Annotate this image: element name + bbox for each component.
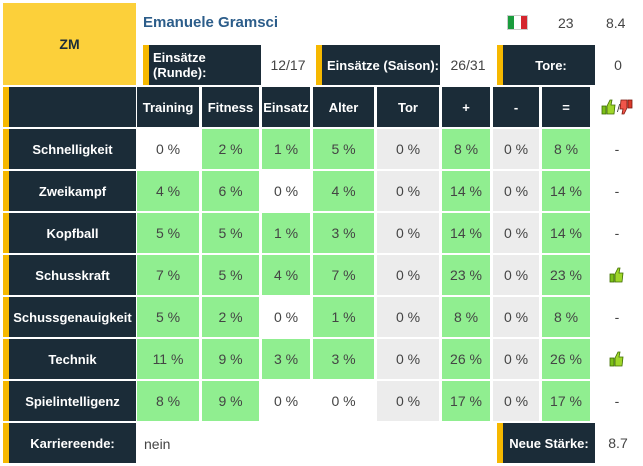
attribute-label: Zweikampf — [3, 171, 136, 211]
table-cell: 23 % — [542, 255, 590, 295]
table-cell: 8 % — [442, 129, 490, 169]
recommendation-dash: - — [614, 183, 620, 199]
table-cell: 8 % — [442, 297, 490, 337]
table-cell: 23 % — [442, 255, 490, 295]
column-header: + — [442, 87, 490, 127]
table-cell: 0 % — [377, 171, 439, 211]
table-header-corner — [3, 87, 136, 127]
table-cell: 17 % — [542, 381, 590, 421]
table-cell: 0 % — [377, 255, 439, 295]
table-cell: 0 % — [313, 381, 374, 421]
table-cell: 0 % — [493, 171, 539, 211]
table-cell: 14 % — [442, 213, 490, 253]
player-rating: 8.4 — [606, 15, 626, 31]
table-cell: 4 % — [313, 171, 374, 211]
attribute-label: Technik — [3, 339, 136, 379]
table-cell: 1 % — [262, 213, 310, 253]
table-cell: 5 % — [202, 255, 259, 295]
table-cell: 11 % — [137, 339, 199, 379]
column-header: Training — [137, 87, 199, 127]
position-badge: ZM — [3, 3, 136, 85]
table-cell: 0 % — [377, 213, 439, 253]
attribute-label: Schnelligkeit — [3, 129, 136, 169]
attribute-label: Kopfball — [3, 213, 136, 253]
attribute-label: Schussgenauigkeit — [3, 297, 136, 337]
recommendation-dash: - — [614, 393, 620, 409]
table-cell: 14 % — [442, 171, 490, 211]
table-cell: 6 % — [202, 171, 259, 211]
tore-label: Tore: — [497, 45, 595, 85]
table-cell: 7 % — [137, 255, 199, 295]
column-header: Einsatz — [262, 87, 310, 127]
table-cell: 8 % — [542, 129, 590, 169]
table-cell: 3 % — [313, 213, 374, 253]
position-label: ZM — [59, 36, 80, 52]
attribute-label: Spielintelligenz — [3, 381, 136, 421]
italy-flag-icon — [507, 15, 528, 30]
table-cell: 3 % — [313, 339, 374, 379]
recommendation-dash: - — [614, 225, 620, 241]
table-cell: 17 % — [442, 381, 490, 421]
einsaetze-saison-value: 26/31 — [450, 57, 486, 73]
thumbs-up-down-icon: / — [601, 99, 633, 115]
column-header: Fitness — [202, 87, 259, 127]
table-cell: 0 % — [137, 129, 199, 169]
einsaetze-runde-value: 12/17 — [270, 57, 306, 73]
table-cell: 0 % — [493, 213, 539, 253]
column-header: Alter — [313, 87, 374, 127]
table-cell: 5 % — [313, 129, 374, 169]
attribute-label: Schusskraft — [3, 255, 136, 295]
neue-staerke-label: Neue Stärke: — [497, 423, 595, 463]
table-cell: 0 % — [493, 381, 539, 421]
player-age: 23 — [558, 15, 574, 31]
table-cell: 0 % — [493, 129, 539, 169]
table-cell: 2 % — [202, 129, 259, 169]
table-cell: 0 % — [493, 255, 539, 295]
table-cell: 0 % — [493, 339, 539, 379]
table-cell: 0 % — [377, 297, 439, 337]
table-cell: 1 % — [262, 129, 310, 169]
table-cell: 26 % — [542, 339, 590, 379]
svg-text:/: / — [617, 103, 621, 115]
column-header: Tor — [377, 87, 439, 127]
table-cell: 0 % — [377, 339, 439, 379]
recommendation-dash: - — [614, 141, 620, 157]
thumbs-up-icon — [593, 255, 641, 295]
column-header: = — [542, 87, 590, 127]
thumbs-up-icon — [593, 339, 641, 379]
table-cell: 0 % — [262, 297, 310, 337]
column-header: - — [493, 87, 539, 127]
table-cell: 7 % — [313, 255, 374, 295]
table-cell: 9 % — [202, 381, 259, 421]
einsaetze-saison-label: Einsätze (Saison): — [316, 45, 440, 85]
table-cell: 5 % — [137, 213, 199, 253]
table-cell: 0 % — [262, 171, 310, 211]
karriereende-label: Karriereende: — [3, 423, 136, 463]
tore-value: 0 — [614, 57, 622, 73]
einsaetze-runde-label: Einsätze (Runde): — [143, 45, 261, 85]
table-cell: 26 % — [442, 339, 490, 379]
table-cell: 5 % — [137, 297, 199, 337]
table-cell: 4 % — [262, 255, 310, 295]
table-cell: 3 % — [262, 339, 310, 379]
table-cell: 8 % — [137, 381, 199, 421]
table-cell: 0 % — [377, 129, 439, 169]
thumbs-header: / — [593, 87, 641, 127]
player-name[interactable]: Emanuele Gramsci — [143, 14, 279, 31]
table-cell: 0 % — [262, 381, 310, 421]
table-cell: 14 % — [542, 171, 590, 211]
table-cell: 0 % — [493, 297, 539, 337]
table-cell: 14 % — [542, 213, 590, 253]
table-cell: 2 % — [202, 297, 259, 337]
karriereende-value: nein — [144, 436, 171, 452]
table-cell: 5 % — [202, 213, 259, 253]
table-cell: 0 % — [377, 381, 439, 421]
table-cell: 9 % — [202, 339, 259, 379]
table-cell: 8 % — [542, 297, 590, 337]
neue-staerke-value: 8.7 — [608, 435, 628, 451]
recommendation-dash: - — [614, 309, 620, 325]
table-cell: 1 % — [313, 297, 374, 337]
table-cell: 4 % — [137, 171, 199, 211]
